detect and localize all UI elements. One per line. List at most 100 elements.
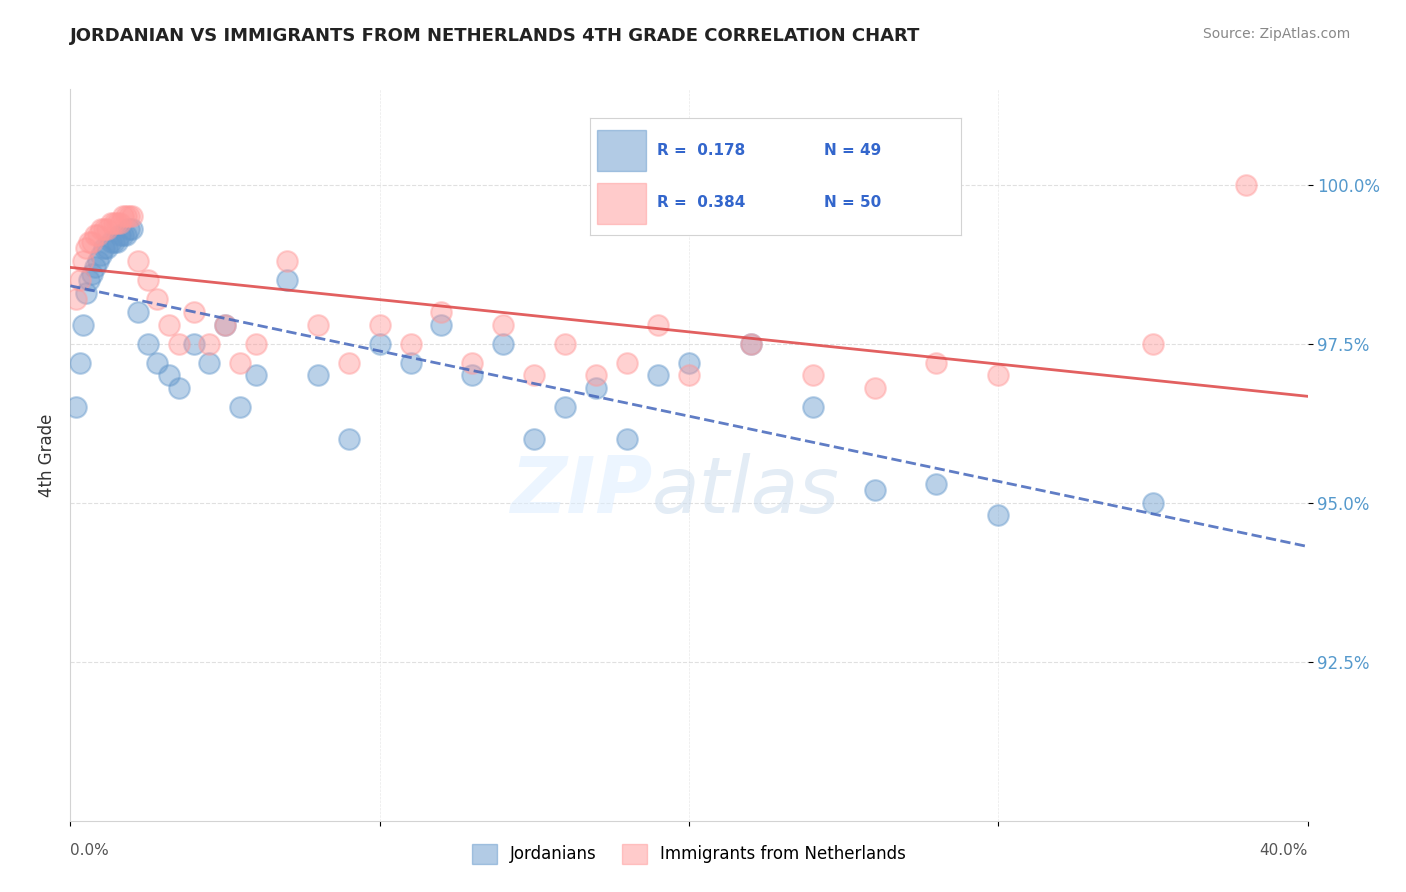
Point [93, 241, 115, 255]
Point [554, 401, 576, 415]
Point [136, 273, 159, 287]
Point [75, 285, 97, 300]
Point [863, 483, 886, 497]
Point [84, 260, 107, 275]
Point [84, 228, 107, 243]
Point [229, 356, 252, 370]
Point [801, 401, 824, 415]
Point [69, 356, 91, 370]
Point [146, 292, 169, 306]
Point [678, 356, 700, 370]
Point [276, 273, 298, 287]
Point [647, 318, 669, 332]
Point [214, 318, 236, 332]
Point [105, 216, 128, 230]
Text: 40.0%: 40.0% [1260, 843, 1308, 858]
Point [863, 381, 886, 395]
Point [492, 318, 515, 332]
Point [740, 336, 762, 351]
Point [229, 401, 252, 415]
Point [127, 254, 149, 268]
Point [337, 356, 360, 370]
Point [430, 318, 453, 332]
Text: atlas: atlas [652, 453, 839, 530]
Point [337, 432, 360, 446]
Point [276, 254, 298, 268]
Text: ZIP: ZIP [509, 453, 652, 530]
Point [925, 476, 948, 491]
Point [105, 235, 128, 249]
Point [740, 336, 762, 351]
Point [111, 228, 134, 243]
Point [245, 336, 267, 351]
Point [183, 336, 205, 351]
Point [399, 356, 422, 370]
Point [69, 273, 91, 287]
Point [146, 356, 169, 370]
Point [127, 305, 149, 319]
Point [245, 368, 267, 383]
Point [96, 222, 118, 236]
Point [647, 368, 669, 383]
Point [72, 318, 94, 332]
Point [198, 356, 221, 370]
Point [65, 292, 87, 306]
Point [430, 305, 453, 319]
Point [585, 381, 607, 395]
Text: JORDANIAN VS IMMIGRANTS FROM NETHERLANDS 4TH GRADE CORRELATION CHART: JORDANIAN VS IMMIGRANTS FROM NETHERLANDS… [70, 27, 921, 45]
Text: Source: ZipAtlas.com: Source: ZipAtlas.com [1202, 27, 1350, 41]
Point [77, 235, 100, 249]
Point [183, 305, 205, 319]
Y-axis label: 4th Grade: 4th Grade [38, 413, 56, 497]
Point [103, 235, 125, 249]
Point [118, 210, 141, 224]
Point [1142, 336, 1164, 351]
Point [801, 368, 824, 383]
Point [214, 318, 236, 332]
Point [115, 228, 138, 243]
Point [523, 368, 546, 383]
Point [987, 368, 1010, 383]
Point [167, 381, 190, 395]
Point [90, 222, 112, 236]
Point [115, 210, 138, 224]
Point [93, 222, 115, 236]
Point [100, 235, 122, 249]
Point [167, 336, 190, 351]
Point [461, 356, 484, 370]
Text: 0.0%: 0.0% [70, 843, 110, 858]
Point [987, 508, 1010, 523]
Point [198, 336, 221, 351]
Point [1234, 178, 1257, 192]
Point [585, 368, 607, 383]
Point [80, 267, 103, 281]
Point [492, 336, 515, 351]
Point [108, 216, 131, 230]
Point [72, 254, 94, 268]
Point [554, 336, 576, 351]
Point [90, 247, 112, 261]
Point [103, 216, 125, 230]
Point [87, 254, 110, 268]
Point [136, 336, 159, 351]
Point [121, 210, 143, 224]
Point [368, 336, 391, 351]
Point [77, 273, 100, 287]
Legend: Jordanians, Immigrants from Netherlands: Jordanians, Immigrants from Netherlands [465, 838, 912, 871]
Point [678, 368, 700, 383]
Point [121, 222, 143, 236]
Point [616, 432, 638, 446]
Point [75, 241, 97, 255]
Point [399, 336, 422, 351]
Point [157, 368, 180, 383]
Point [157, 318, 180, 332]
Point [523, 432, 546, 446]
Point [307, 318, 329, 332]
Point [461, 368, 484, 383]
Point [108, 228, 131, 243]
Point [87, 228, 110, 243]
Point [118, 222, 141, 236]
Point [307, 368, 329, 383]
Point [616, 356, 638, 370]
Point [100, 216, 122, 230]
